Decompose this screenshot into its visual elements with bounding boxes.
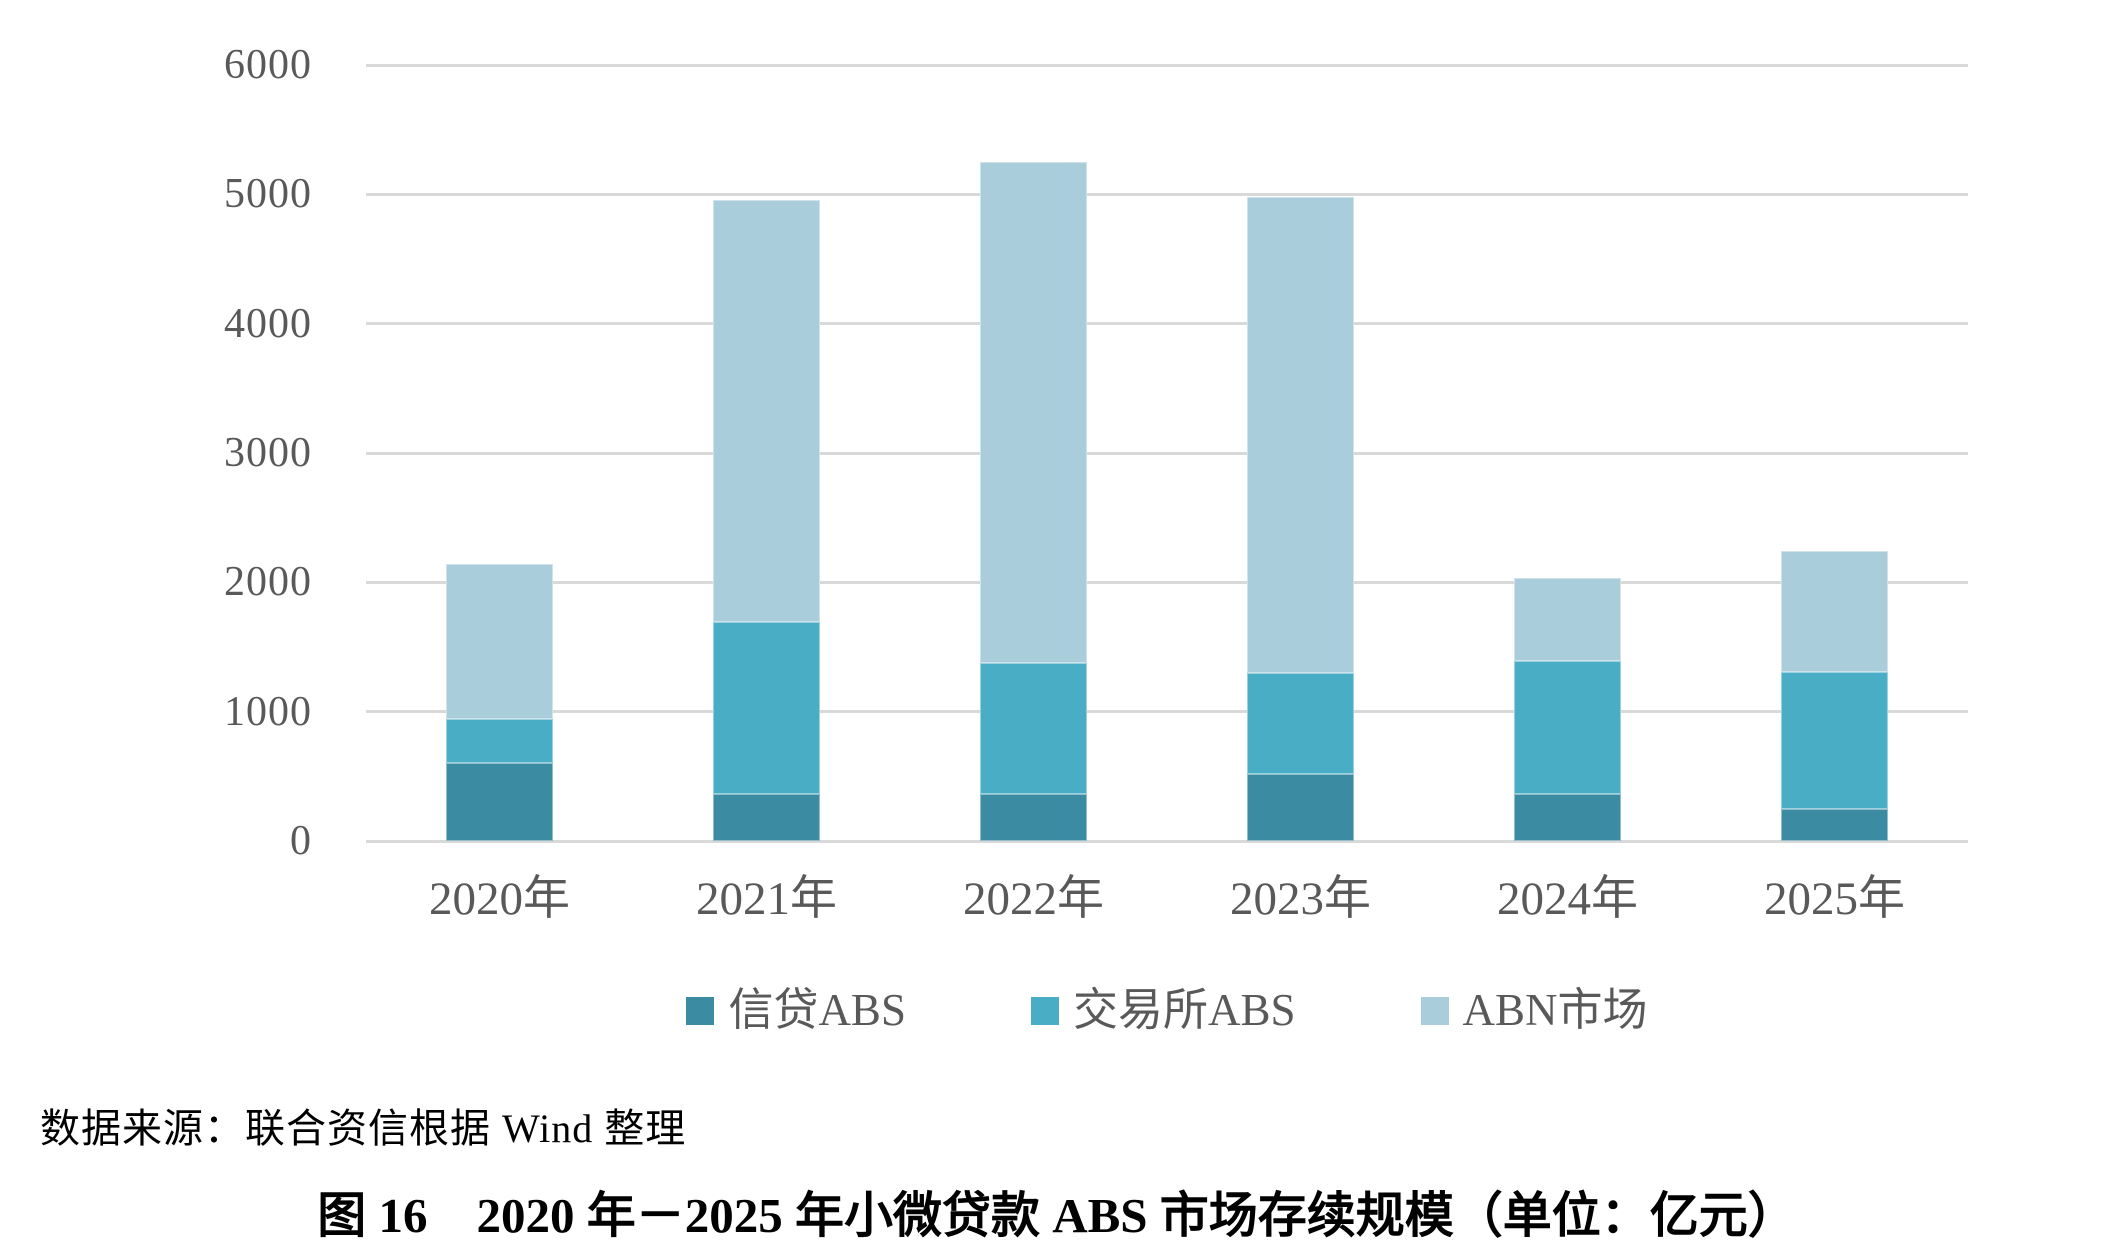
bar-segment-交易所ABS [1781, 671, 1888, 809]
stacked-bar [1781, 65, 1888, 841]
bar-segment-ABN市场 [1781, 551, 1888, 672]
x-tick-label: 2022年 [963, 873, 1104, 925]
legend-label: 交易所ABS [1072, 985, 1296, 1035]
gridline [366, 710, 1968, 714]
bar-segment-交易所ABS [1514, 661, 1621, 795]
y-tick-label: 0 [290, 818, 312, 864]
stacked-bar [446, 65, 553, 841]
bar-segment-ABN市场 [980, 162, 1087, 663]
gridline [366, 839, 1968, 843]
category-band [1701, 65, 1968, 841]
bar-segment-ABN市场 [713, 199, 820, 623]
plot-area [366, 63, 1968, 843]
bar-segment-信贷ABS [980, 794, 1087, 841]
x-tick-label: 2020年 [429, 873, 570, 925]
bar-segment-信贷ABS [1247, 773, 1354, 841]
legend-swatch [686, 996, 715, 1025]
category-band [366, 65, 633, 841]
gridline [366, 451, 1968, 455]
bar-segment-交易所ABS [446, 719, 553, 764]
stacked-bar [713, 65, 820, 841]
gridline [366, 192, 1968, 196]
y-tick-label: 5000 [224, 171, 312, 218]
category-band [633, 65, 900, 841]
legend-item: 信贷ABS [686, 988, 906, 1033]
bar-segment-ABN市场 [1514, 578, 1621, 662]
bar-segment-信贷ABS [1781, 808, 1888, 841]
legend-swatch [1420, 996, 1449, 1025]
legend-label: ABN市场 [1462, 985, 1648, 1035]
stacked-bar [980, 65, 1087, 841]
category-band [1434, 65, 1701, 841]
category-band [1167, 65, 1434, 841]
figure-caption: 图 16 2020 年－2025 年小微贷款 ABS 市场存续规模（单位：亿元） [317, 1188, 1797, 1243]
x-tick-label: 2025年 [1764, 873, 1905, 925]
y-tick-label: 6000 [224, 42, 312, 88]
y-tick-label: 4000 [224, 300, 312, 347]
y-tick-label: 2000 [224, 559, 312, 606]
source-note: 数据来源：联合资信根据 Wind 整理 [40, 1106, 687, 1151]
legend-swatch [1030, 996, 1059, 1025]
bar-segment-交易所ABS [980, 662, 1087, 795]
gridline [366, 63, 1968, 67]
bar-segment-ABN市场 [446, 564, 553, 720]
y-tick-label: 1000 [224, 688, 312, 735]
gridline [366, 322, 1968, 326]
legend: 信贷ABS 交易所ABS ABN市场 [366, 988, 1968, 1033]
bars [366, 65, 1968, 841]
legend-label: 信贷ABS [728, 985, 906, 1035]
x-tick-label: 2024年 [1497, 873, 1638, 925]
bar-segment-信贷ABS [713, 794, 820, 841]
bar-segment-ABN市场 [1247, 196, 1354, 673]
stacked-bar [1247, 65, 1354, 841]
legend-item: ABN市场 [1420, 985, 1648, 1035]
bar-segment-信贷ABS [446, 763, 553, 841]
y-tick-label: 3000 [224, 430, 312, 476]
bar-segment-交易所ABS [713, 622, 820, 795]
gridline [366, 580, 1968, 584]
bar-segment-信贷ABS [1514, 794, 1621, 841]
y-axis: 0 1000 2000 3000 4000 5000 6000 [0, 44, 312, 862]
bar-segment-交易所ABS [1247, 672, 1354, 774]
legend-item: 交易所ABS [1030, 985, 1296, 1035]
category-band [900, 65, 1167, 841]
x-tick-label: 2023年 [1230, 873, 1371, 925]
x-axis: 2020年 2021年 2022年 2023年 2024年 2025年 [366, 876, 1968, 923]
stacked-bar [1514, 65, 1621, 841]
x-tick-label: 2021年 [696, 873, 837, 925]
